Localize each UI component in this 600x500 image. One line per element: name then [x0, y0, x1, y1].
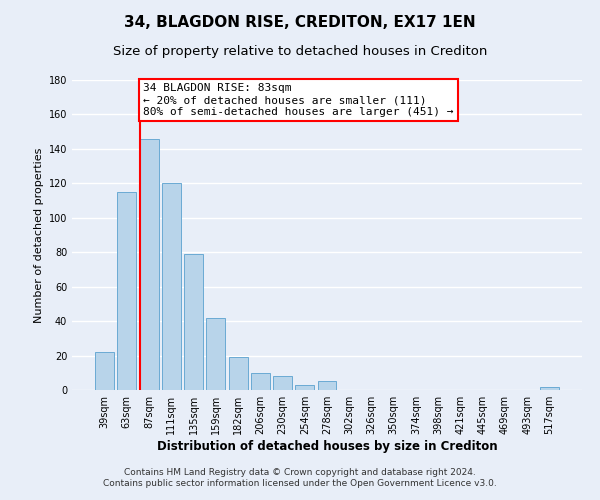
Bar — [229, 358, 248, 390]
Bar — [118, 192, 136, 390]
Bar — [184, 254, 203, 390]
Y-axis label: Number of detached properties: Number of detached properties — [34, 148, 44, 322]
Bar — [251, 373, 270, 390]
Bar — [317, 382, 337, 390]
Bar — [206, 318, 225, 390]
Bar — [295, 385, 314, 390]
Text: Size of property relative to detached houses in Crediton: Size of property relative to detached ho… — [113, 45, 487, 58]
Bar — [273, 376, 292, 390]
Text: 34 BLAGDON RISE: 83sqm
← 20% of detached houses are smaller (111)
80% of semi-de: 34 BLAGDON RISE: 83sqm ← 20% of detached… — [143, 84, 454, 116]
Text: 34, BLAGDON RISE, CREDITON, EX17 1EN: 34, BLAGDON RISE, CREDITON, EX17 1EN — [124, 15, 476, 30]
Bar — [162, 184, 181, 390]
Bar — [540, 386, 559, 390]
Text: Contains HM Land Registry data © Crown copyright and database right 2024.
Contai: Contains HM Land Registry data © Crown c… — [103, 468, 497, 487]
Bar — [95, 352, 114, 390]
Bar — [140, 138, 158, 390]
X-axis label: Distribution of detached houses by size in Crediton: Distribution of detached houses by size … — [157, 440, 497, 453]
